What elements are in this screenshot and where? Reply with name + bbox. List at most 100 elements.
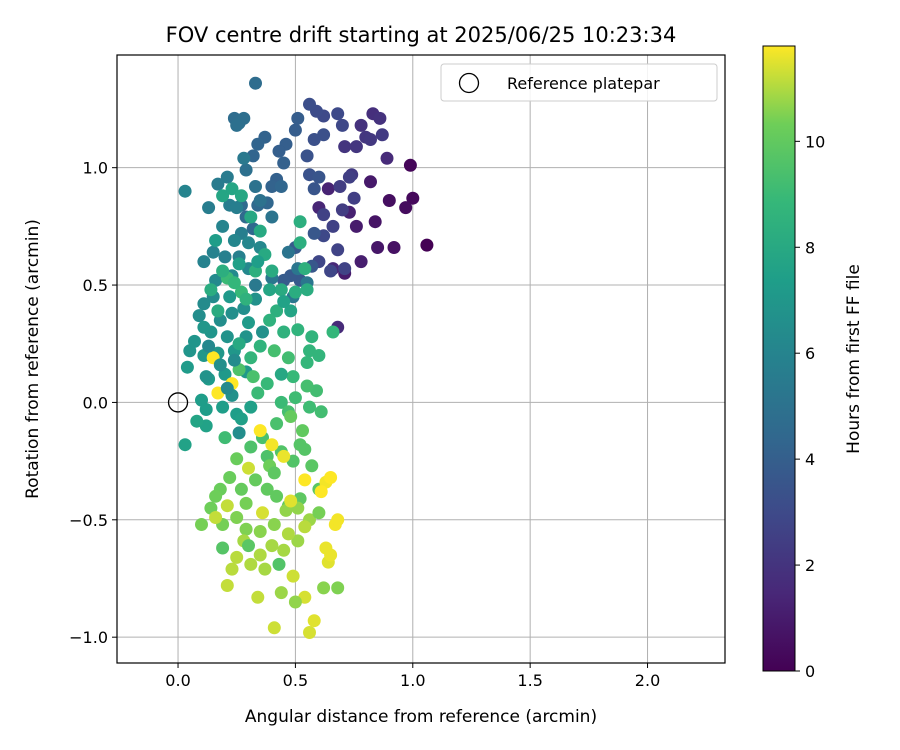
data-point xyxy=(331,107,345,121)
data-point xyxy=(223,471,237,484)
data-point xyxy=(244,351,258,365)
data-point xyxy=(258,562,272,576)
data-point xyxy=(234,482,248,496)
legend-marker-reference xyxy=(458,72,480,94)
data-point xyxy=(202,201,216,215)
data-point xyxy=(288,123,302,137)
data-point xyxy=(225,182,239,196)
data-point xyxy=(274,283,288,297)
data-point xyxy=(232,257,246,271)
plot-frame xyxy=(116,54,726,664)
x-tick-label: 1.0 xyxy=(400,671,425,690)
data-point xyxy=(270,304,284,318)
data-point xyxy=(300,283,314,297)
data-point xyxy=(197,297,211,311)
data-point xyxy=(307,226,321,240)
data-point xyxy=(220,579,234,592)
data-point xyxy=(307,182,321,196)
data-point xyxy=(239,522,253,536)
data-point xyxy=(232,337,246,351)
data-point xyxy=(364,175,377,189)
data-point xyxy=(251,255,265,269)
data-point xyxy=(277,325,291,339)
data-point xyxy=(216,189,230,203)
y-axis-label: Rotation from reference (arcmin) xyxy=(23,219,43,499)
data-point xyxy=(249,76,262,90)
data-point xyxy=(220,381,234,395)
data-point xyxy=(274,586,288,600)
data-point xyxy=(312,170,326,184)
data-point xyxy=(288,595,302,609)
data-point xyxy=(371,241,385,254)
data-point xyxy=(216,400,230,414)
data-point xyxy=(307,133,321,146)
data-point xyxy=(253,224,267,238)
data-point xyxy=(307,614,321,628)
data-point xyxy=(211,177,225,191)
data-point xyxy=(263,313,277,327)
data-point xyxy=(286,370,300,384)
data-point xyxy=(333,180,347,193)
data-point xyxy=(319,541,333,555)
data-point xyxy=(364,133,377,146)
data-point xyxy=(199,370,213,384)
data-point xyxy=(317,581,331,595)
data-point xyxy=(270,489,284,503)
data-point xyxy=(277,449,291,463)
colorbar-gradient xyxy=(762,45,796,672)
data-point xyxy=(232,426,246,440)
x-axis-ticks: 0.0 0.5 1.0 1.5 2.0 xyxy=(165,663,660,690)
data-point xyxy=(202,339,216,353)
data-point xyxy=(218,431,232,445)
data-point xyxy=(338,140,352,154)
data-point xyxy=(256,506,269,520)
data-point xyxy=(420,238,434,252)
data-point xyxy=(288,391,302,405)
data-point xyxy=(303,400,316,414)
data-point xyxy=(178,438,192,452)
data-point xyxy=(209,234,223,247)
data-point xyxy=(195,518,208,531)
data-point xyxy=(263,283,277,297)
data-point xyxy=(312,349,326,362)
data-point xyxy=(317,208,331,222)
data-point xyxy=(242,539,255,553)
data-point xyxy=(237,151,251,165)
x-tick-label: 1.5 xyxy=(517,671,542,690)
reference-platepar-marker xyxy=(167,392,189,413)
x-tick-label: 0.0 xyxy=(165,671,190,690)
data-point xyxy=(242,461,255,475)
data-point xyxy=(249,278,262,292)
colorbar-tick-label: 0 xyxy=(805,662,815,681)
colorbar-tick-label: 8 xyxy=(805,238,815,257)
data-point xyxy=(298,473,312,487)
data-point xyxy=(293,215,307,229)
data-point xyxy=(281,245,295,259)
data-point xyxy=(234,412,248,426)
data-point xyxy=(256,325,269,339)
data-point xyxy=(293,236,307,250)
data-point xyxy=(216,219,230,233)
data-point xyxy=(223,290,237,304)
data-point xyxy=(265,438,279,452)
data-point xyxy=(291,323,305,337)
data-point xyxy=(253,424,267,438)
data-point xyxy=(387,241,401,254)
data-point xyxy=(251,386,265,400)
data-point xyxy=(230,452,244,466)
data-point xyxy=(209,511,223,524)
data-point xyxy=(298,520,312,534)
data-point xyxy=(197,255,211,269)
data-point xyxy=(234,189,248,203)
data-point xyxy=(209,489,223,503)
legend-entry-reference: Reference platepar xyxy=(507,74,660,93)
data-point xyxy=(249,292,262,306)
data-point xyxy=(220,499,234,513)
data-point xyxy=(314,405,328,419)
data-point xyxy=(277,295,291,308)
data-point xyxy=(199,403,213,416)
data-point xyxy=(204,283,218,297)
data-point xyxy=(321,182,335,196)
data-point xyxy=(274,180,288,193)
data-point xyxy=(335,118,349,132)
